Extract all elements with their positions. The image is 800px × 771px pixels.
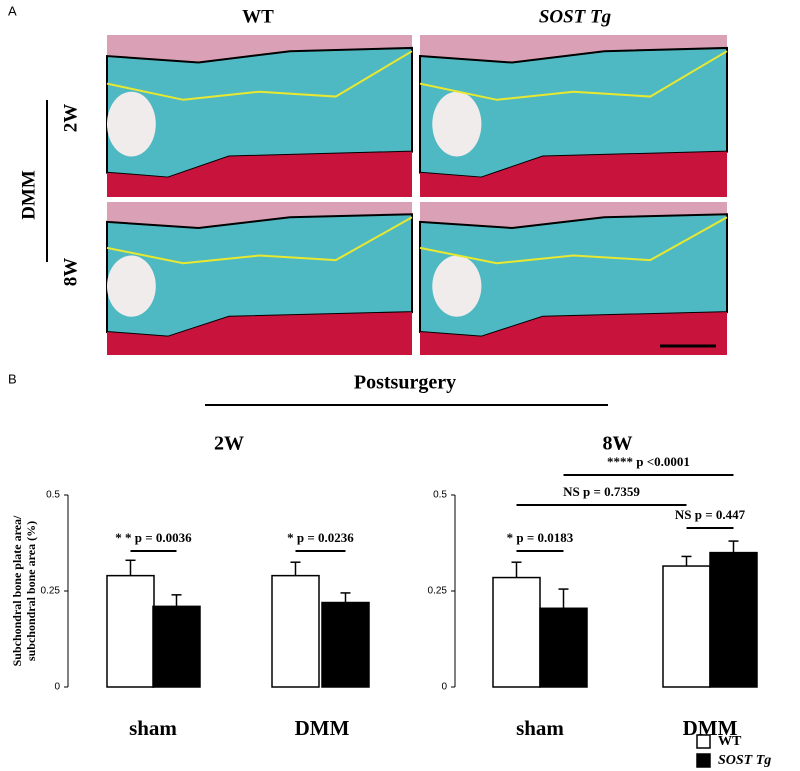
- legend-label: SOST Tg: [718, 753, 771, 768]
- chart-title: 2W: [214, 433, 244, 455]
- tidemark: [419, 216, 728, 265]
- y-axis-label: subchondral bone area (%): [24, 521, 38, 661]
- panel-label: B: [8, 371, 17, 386]
- heading: Postsurgery: [354, 372, 456, 394]
- bar: [271, 574, 320, 688]
- significance-label: NS p = 0.447: [675, 507, 746, 522]
- y-axis-label: Subchondral bone plate area/: [10, 515, 24, 666]
- row-label: 2W: [60, 104, 81, 133]
- group-label: DMM: [18, 170, 39, 220]
- bar: [321, 601, 370, 688]
- marrow: [420, 312, 727, 355]
- significance-label: * p = 0.0236: [287, 530, 354, 545]
- marrow: [107, 312, 412, 355]
- marrow: [420, 151, 727, 197]
- bar: [152, 605, 201, 688]
- chart-title: 8W: [603, 433, 633, 455]
- y-tick-label: 0.25: [41, 586, 61, 597]
- y-tick-label: 0: [441, 682, 447, 693]
- column-label: SOST Tg: [539, 6, 611, 27]
- marrow-space: [106, 91, 156, 157]
- y-tick-label: 0.25: [428, 586, 448, 597]
- column-label: WT: [242, 6, 274, 27]
- y-tick-label: 0: [54, 682, 60, 693]
- tidemark: [106, 216, 413, 265]
- legend-swatch: [696, 734, 711, 749]
- panel-label: A: [8, 3, 17, 18]
- histology-images: [106, 35, 728, 355]
- bar: [106, 574, 155, 688]
- bar: [492, 576, 541, 688]
- row-label: 8W: [60, 258, 81, 287]
- tidemark: [106, 50, 413, 101]
- marrow-space: [106, 255, 156, 317]
- y-tick-label: 0.5: [433, 490, 447, 501]
- marrow-space: [432, 91, 482, 157]
- tidemark: [419, 50, 728, 101]
- significance-label: NS p = 0.7359: [563, 484, 640, 499]
- bar: [662, 565, 711, 688]
- bar: [539, 607, 588, 688]
- x-tick-label: sham: [516, 716, 564, 740]
- significance-label: **** p <0.0001: [607, 454, 690, 469]
- x-tick-label: DMM: [295, 716, 350, 740]
- x-tick-label: sham: [129, 716, 177, 740]
- marrow: [107, 151, 412, 197]
- legend-swatch: [696, 753, 711, 768]
- significance-label: * * p = 0.0036: [115, 530, 192, 545]
- significance-label: * p = 0.0183: [507, 530, 574, 545]
- legend-label: WT: [718, 734, 742, 749]
- y-tick-label: 0.5: [46, 490, 60, 501]
- bar: [709, 551, 758, 688]
- marrow-space: [432, 255, 482, 317]
